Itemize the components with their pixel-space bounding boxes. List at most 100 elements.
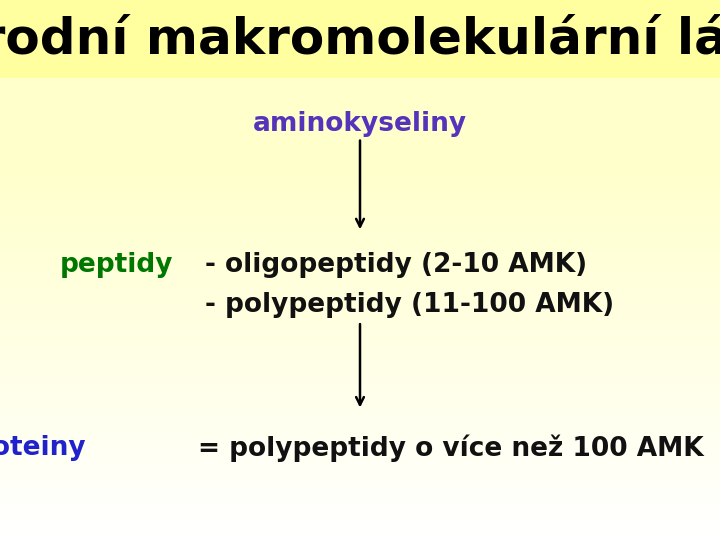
Bar [0,510,720,513]
Bar [0,408,720,410]
Bar [0,375,720,378]
Bar [0,297,720,300]
Bar [0,151,720,154]
Bar [0,443,720,445]
Bar [0,0,720,78]
Bar [0,483,720,486]
Bar [0,157,720,159]
Bar [0,227,720,229]
Bar [0,170,720,173]
Bar [0,505,720,508]
Bar [0,146,720,148]
Bar [0,243,720,246]
Bar [0,394,720,397]
Bar [0,148,720,151]
Bar [0,410,720,413]
Bar [0,454,720,456]
Bar [0,219,720,221]
Bar [0,513,720,516]
Bar [0,251,720,254]
Bar [0,467,720,470]
Bar [0,78,720,81]
Bar [0,35,720,38]
Bar [0,275,720,278]
Bar [0,346,720,348]
Bar [0,184,720,186]
Bar [0,284,720,286]
Bar [0,437,720,440]
Bar [0,475,720,478]
Bar [0,11,720,14]
Bar [0,230,720,232]
Bar [0,529,720,532]
Bar [0,59,720,62]
Bar [0,362,720,364]
Bar [0,159,720,162]
Bar [0,486,720,489]
Bar [0,370,720,373]
Bar [0,224,720,227]
Bar [0,84,720,86]
Bar [0,324,720,327]
Bar [0,440,720,443]
Bar [0,46,720,49]
Bar [0,238,720,240]
Bar [0,273,720,275]
Bar [0,270,720,273]
Bar [0,518,720,521]
Bar [0,194,720,197]
Bar [0,267,720,270]
Bar [0,435,720,437]
Bar [0,405,720,408]
Bar [0,313,720,316]
Bar [0,173,720,176]
Bar [0,429,720,432]
Bar [0,124,720,127]
Bar [0,54,720,57]
Bar [0,478,720,481]
Bar [0,327,720,329]
Bar [0,302,720,305]
Bar [0,381,720,383]
Bar [0,489,720,491]
Bar [0,189,720,192]
Text: proteiny: proteiny [0,435,86,461]
Bar [0,8,720,11]
Bar [0,57,720,59]
Bar [0,113,720,116]
Bar [0,211,720,213]
Bar [0,319,720,321]
Bar [0,208,720,211]
Bar [0,81,720,84]
Bar [0,43,720,46]
Bar [0,494,720,497]
Bar [0,232,720,235]
Bar [0,32,720,35]
Bar [0,49,720,51]
Bar [0,0,720,3]
Bar [0,524,720,526]
Bar [0,427,720,429]
Bar [0,500,720,502]
Bar [0,62,720,65]
Bar [0,119,720,122]
Bar [0,537,720,540]
Bar [0,470,720,472]
Bar [0,97,720,100]
Bar [0,421,720,424]
Bar [0,40,720,43]
Text: aminokyseliny: aminokyseliny [253,111,467,137]
Bar [0,516,720,518]
Bar [0,76,720,78]
Bar [0,30,720,32]
Bar [0,497,720,500]
Bar [0,340,720,343]
Bar [0,221,720,224]
Bar [0,400,720,402]
Bar [0,397,720,400]
Bar [0,22,720,24]
Bar [0,132,720,135]
Bar [0,89,720,92]
Bar [0,532,720,535]
Bar [0,140,720,143]
